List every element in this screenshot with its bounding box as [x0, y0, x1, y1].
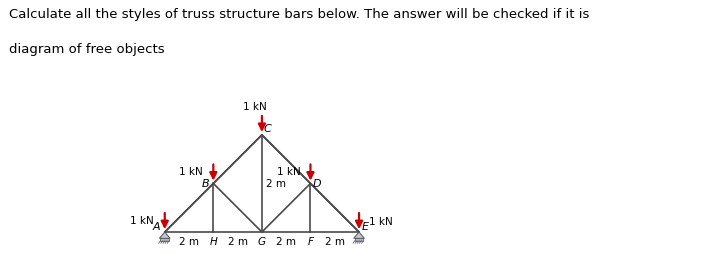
- Text: 1 kN: 1 kN: [243, 102, 267, 112]
- Text: B: B: [201, 179, 209, 189]
- Text: diagram of free objects: diagram of free objects: [9, 43, 165, 56]
- Text: D: D: [313, 179, 322, 189]
- Text: 1 kN: 1 kN: [369, 216, 393, 226]
- Bar: [161, 239, 169, 241]
- Text: 1 kN: 1 kN: [130, 215, 154, 225]
- Text: 1 kN: 1 kN: [180, 167, 203, 177]
- Text: A: A: [153, 221, 161, 231]
- Text: 2 m: 2 m: [179, 236, 199, 246]
- Text: 2 m: 2 m: [266, 179, 286, 189]
- Text: E: E: [362, 221, 369, 231]
- Text: 2 m: 2 m: [325, 236, 345, 246]
- Polygon shape: [159, 232, 170, 239]
- Text: 1 kN: 1 kN: [277, 167, 300, 177]
- Text: G: G: [258, 236, 266, 246]
- Text: F: F: [307, 236, 314, 246]
- Text: 2 m: 2 m: [227, 236, 248, 246]
- Text: C: C: [263, 123, 271, 133]
- Text: Calculate all the styles of truss structure bars below. The answer will be check: Calculate all the styles of truss struct…: [9, 8, 590, 21]
- Bar: [355, 239, 364, 241]
- Text: 2 m: 2 m: [276, 236, 296, 246]
- Text: H: H: [209, 236, 217, 246]
- Polygon shape: [354, 232, 364, 239]
